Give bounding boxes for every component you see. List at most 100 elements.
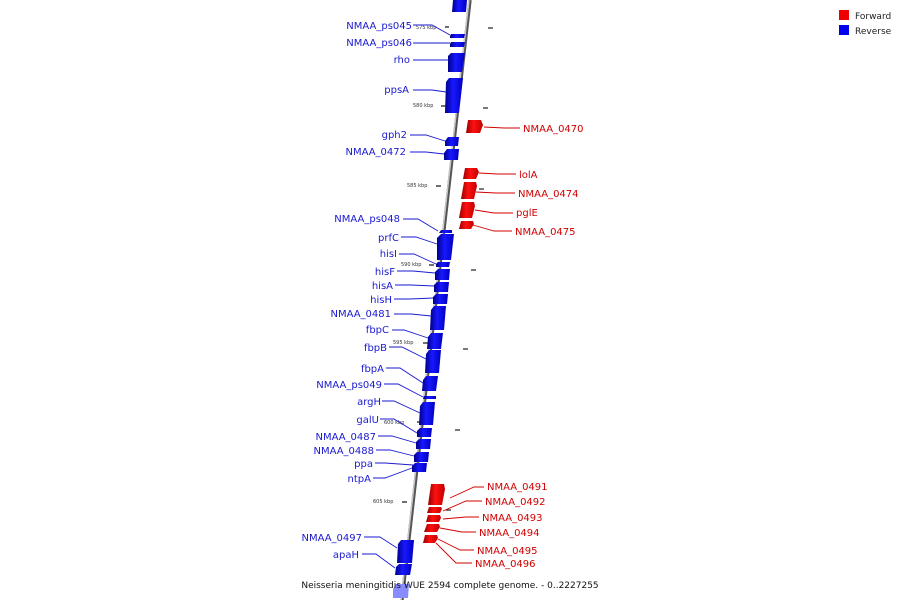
leader-line bbox=[475, 191, 515, 194]
tick-label: 585 kbp bbox=[407, 183, 427, 189]
reverse-gene bbox=[436, 262, 450, 267]
gene-label: hisF bbox=[375, 267, 395, 278]
reverse-gene bbox=[419, 402, 435, 425]
reverse-gene bbox=[433, 294, 448, 304]
scale-ticks: 575 kbp 580 kbp 585 kbp 590 kbp 595 kbp … bbox=[373, 25, 493, 511]
gene-label: ppsA bbox=[384, 85, 409, 96]
gene-label: ppa bbox=[354, 459, 373, 470]
reverse-gene bbox=[425, 350, 441, 373]
gene-label: fbpC bbox=[366, 325, 389, 336]
gene-label: pglE bbox=[516, 208, 538, 219]
forward-gene-labels: NMAA_0470 lolA NMAA_0474 pglE NMAA_0475 … bbox=[475, 124, 584, 570]
reverse-gene bbox=[416, 439, 431, 449]
gene-label: NMAA_0495 bbox=[477, 546, 538, 557]
gene-label: NMAA_0496 bbox=[475, 559, 536, 570]
leader-line bbox=[442, 500, 482, 512]
leader-line bbox=[472, 224, 512, 232]
gene-label: fbpB bbox=[364, 343, 387, 354]
gene-label: NMAA_0474 bbox=[518, 189, 579, 200]
leader-line bbox=[410, 134, 446, 142]
reverse-gene bbox=[444, 149, 459, 160]
leader-line bbox=[392, 329, 429, 339]
reverse-gene bbox=[422, 376, 438, 391]
gene-label: NMAA_0497 bbox=[301, 533, 362, 544]
gene-label: prfC bbox=[378, 233, 399, 244]
leader-line bbox=[449, 486, 484, 499]
leader-line bbox=[483, 126, 520, 129]
leader-line bbox=[389, 346, 427, 360]
reverse-gene bbox=[450, 34, 465, 38]
forward-gene bbox=[459, 202, 475, 218]
leader-line bbox=[384, 383, 424, 398]
reverse-gene bbox=[435, 269, 450, 280]
reverse-gene bbox=[414, 452, 429, 462]
forward-gene-features bbox=[423, 120, 483, 543]
leader-line bbox=[362, 553, 396, 569]
leader-line bbox=[401, 236, 438, 245]
reverse-gene bbox=[423, 396, 436, 399]
gene-label: NMAA_0475 bbox=[515, 227, 576, 238]
leader-line bbox=[373, 467, 413, 479]
leader-line bbox=[376, 449, 415, 457]
leader-line bbox=[375, 462, 414, 466]
reverse-gene bbox=[434, 282, 449, 292]
leader-line bbox=[413, 89, 447, 93]
reverse-gene bbox=[439, 230, 452, 233]
forward-gene bbox=[466, 120, 483, 133]
forward-leader-lines bbox=[435, 126, 520, 564]
tick-label: 590 kbp bbox=[401, 262, 421, 268]
tick-label: 605 kbp bbox=[373, 499, 393, 505]
reverse-gene bbox=[452, 0, 467, 12]
forward-gene bbox=[459, 221, 474, 229]
legend-label-reverse: Reverse bbox=[855, 27, 892, 37]
leader-line bbox=[386, 367, 424, 384]
forward-gene bbox=[424, 524, 440, 532]
reverse-gene bbox=[412, 463, 427, 472]
leader-line bbox=[397, 270, 436, 274]
reverse-leader-lines bbox=[362, 24, 451, 569]
gene-label: NMAA_0470 bbox=[523, 124, 584, 135]
legend-swatch-forward bbox=[839, 10, 849, 20]
leader-line bbox=[439, 527, 476, 533]
legend: Forward Reverse bbox=[839, 10, 892, 37]
gene-label: hisH bbox=[370, 295, 392, 306]
reverse-gene bbox=[393, 584, 409, 598]
leader-line bbox=[378, 435, 417, 444]
reverse-gene bbox=[448, 53, 465, 72]
gene-label: apaH bbox=[333, 550, 359, 561]
reverse-gene bbox=[417, 428, 432, 437]
gene-label: argH bbox=[357, 397, 381, 408]
forward-gene bbox=[428, 484, 445, 505]
forward-gene bbox=[463, 168, 479, 179]
forward-gene bbox=[423, 535, 438, 543]
tick-label: 580 kbp bbox=[413, 103, 433, 109]
reverse-gene bbox=[397, 540, 414, 563]
forward-gene bbox=[427, 507, 442, 513]
leader-line bbox=[394, 297, 434, 300]
tick-label: 575 kbp bbox=[416, 25, 436, 31]
gene-label: NMAA_ps049 bbox=[316, 380, 382, 391]
gene-label: lolA bbox=[519, 170, 538, 181]
forward-gene bbox=[426, 515, 441, 522]
gene-label: NMAA_ps046 bbox=[346, 38, 412, 49]
gene-label: NMAA_0492 bbox=[485, 497, 546, 508]
gene-label: fbpA bbox=[361, 364, 384, 375]
reverse-gene bbox=[437, 234, 454, 260]
reverse-gene bbox=[450, 42, 465, 47]
gene-label: NMAA_0493 bbox=[482, 513, 543, 524]
leader-line bbox=[394, 313, 432, 317]
gene-label: NMAA_0472 bbox=[345, 147, 406, 158]
leader-line bbox=[403, 218, 439, 232]
gene-label: galU bbox=[356, 415, 379, 426]
gene-label: NMAA_0481 bbox=[330, 309, 391, 320]
leader-line bbox=[364, 536, 398, 549]
gene-label: NMAA_ps045 bbox=[346, 21, 412, 32]
leader-line bbox=[380, 418, 418, 434]
gene-label: NMAA_0494 bbox=[479, 528, 540, 539]
reverse-gene-labels: NMAA_ps045 NMAA_ps046 rho ppsA gph2 NMAA… bbox=[301, 21, 412, 561]
leader-line bbox=[478, 172, 516, 175]
gene-label: NMAA_0487 bbox=[315, 432, 376, 443]
leader-line bbox=[413, 24, 451, 36]
leader-line bbox=[395, 284, 435, 287]
